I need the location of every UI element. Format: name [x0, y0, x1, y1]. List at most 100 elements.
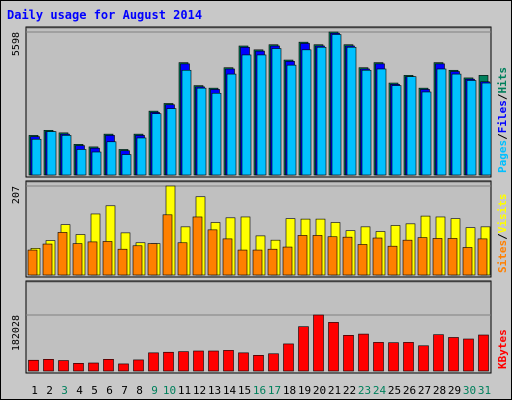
bar-kbytes	[283, 343, 294, 372]
bar-sites	[237, 249, 248, 276]
side-legend-sites: Sites	[496, 240, 509, 273]
bar-pages	[211, 92, 222, 176]
bar-sites	[27, 249, 38, 276]
bar-pages	[481, 82, 492, 176]
bar-sites	[312, 235, 323, 276]
bar-kbytes	[478, 334, 489, 372]
bar-sites	[372, 237, 383, 276]
bar-kbytes	[88, 362, 99, 372]
bar-pages	[61, 135, 72, 176]
bar-pages	[196, 87, 207, 176]
bar-pages	[151, 113, 162, 176]
bar-sites	[447, 238, 458, 276]
panel-visits-sites: 207 Sites/Visits	[11, 180, 509, 278]
bar-kbytes	[358, 333, 369, 372]
x-tick-label: 11	[178, 384, 191, 397]
bar-pages	[106, 141, 117, 176]
x-tick-label: 3	[61, 384, 68, 397]
bar-sites	[432, 238, 443, 276]
x-tick-label: 5	[91, 384, 98, 397]
x-tick-label: 22	[343, 384, 356, 397]
side-legend: Pages/Files/Hits	[496, 67, 509, 173]
side-legend: Sites/Visits	[496, 194, 509, 274]
bar-sites	[252, 249, 263, 276]
bar-pages	[361, 69, 372, 176]
bar-kbytes	[148, 352, 159, 372]
bar-kbytes	[433, 334, 444, 372]
bar-pages	[346, 46, 357, 176]
bar-sites	[57, 232, 68, 276]
bar-kbytes	[193, 350, 204, 372]
bar-kbytes	[133, 359, 144, 372]
bar-sites	[327, 236, 338, 276]
bar-pages	[406, 76, 417, 176]
bar-pages	[316, 46, 327, 176]
bar-kbytes	[268, 353, 279, 372]
bar-pages	[31, 138, 42, 176]
y-tick-label: 182028	[11, 315, 22, 351]
side-legend-files: Files	[496, 100, 509, 133]
bar-pages	[91, 151, 102, 176]
bar-kbytes	[373, 342, 384, 372]
x-tick-label: 18	[283, 384, 296, 397]
x-tick-label: 14	[223, 384, 237, 397]
x-axis-labels: 1 2 3 4 5 6 7 8 9 10 11 12 13 14 15 16 17 18 19 20 21 22 23 24 2…	[31, 384, 491, 397]
x-tick-label: 7	[121, 384, 128, 397]
bar-sites	[207, 229, 218, 276]
side-legend-pages: Pages	[496, 140, 509, 173]
bar-sites	[282, 246, 293, 276]
x-tick-label: 9	[151, 384, 158, 397]
bar-kbytes	[343, 335, 354, 372]
x-tick-label: 10	[163, 384, 176, 397]
bar-kbytes	[388, 342, 399, 372]
bar-sites	[387, 245, 398, 276]
chart-panels: 5598Pages/Files/Hits207Sites/Visits18202…	[11, 26, 509, 374]
bar-pages	[241, 54, 252, 176]
bar-sites	[222, 238, 233, 276]
x-tick-label: 17	[268, 384, 281, 397]
bar-sites	[402, 239, 413, 276]
bar-kbytes	[43, 359, 54, 372]
bar-pages	[136, 137, 147, 176]
y-tick-label: 207	[11, 186, 22, 204]
bar-kbytes	[328, 322, 339, 372]
bar-kbytes	[28, 359, 39, 372]
bar-kbytes	[238, 352, 249, 372]
bar-sites	[477, 238, 488, 276]
bar-pages	[466, 80, 477, 176]
bar-sites	[357, 244, 368, 276]
chart-title: Daily usage for August 2014	[7, 8, 202, 22]
x-tick-label: 13	[208, 384, 221, 397]
panel-kbytes: 182028 KBytes	[11, 280, 509, 374]
x-tick-label: 1	[31, 384, 38, 397]
x-tick-label: 2	[46, 384, 53, 397]
x-tick-label: 20	[313, 384, 326, 397]
bar-pages	[391, 85, 402, 176]
x-tick-label: 31	[478, 384, 491, 397]
bar-pages	[301, 49, 312, 176]
bar-pages	[451, 73, 462, 176]
x-tick-label: 15	[238, 384, 251, 397]
x-tick-label: 25	[388, 384, 401, 397]
bar-sites	[132, 245, 143, 276]
bar-pages	[271, 48, 282, 176]
bar-pages	[436, 68, 447, 176]
x-tick-label: 24	[373, 384, 387, 397]
x-tick-label: 16	[253, 384, 266, 397]
bar-kbytes	[313, 314, 324, 372]
bar-sites	[162, 214, 173, 276]
bar-sites	[177, 242, 188, 276]
bar-sites	[42, 243, 53, 276]
bar-pages	[421, 91, 432, 176]
bar-kbytes	[223, 350, 234, 372]
bar-sites	[267, 248, 278, 276]
side-legend-separator: /	[496, 93, 509, 100]
bar-kbytes	[163, 351, 174, 372]
x-tick-label: 4	[76, 384, 83, 397]
bar-pages	[76, 149, 87, 176]
side-legend-visits: Visits	[496, 194, 509, 234]
bar-kbytes	[178, 351, 189, 372]
